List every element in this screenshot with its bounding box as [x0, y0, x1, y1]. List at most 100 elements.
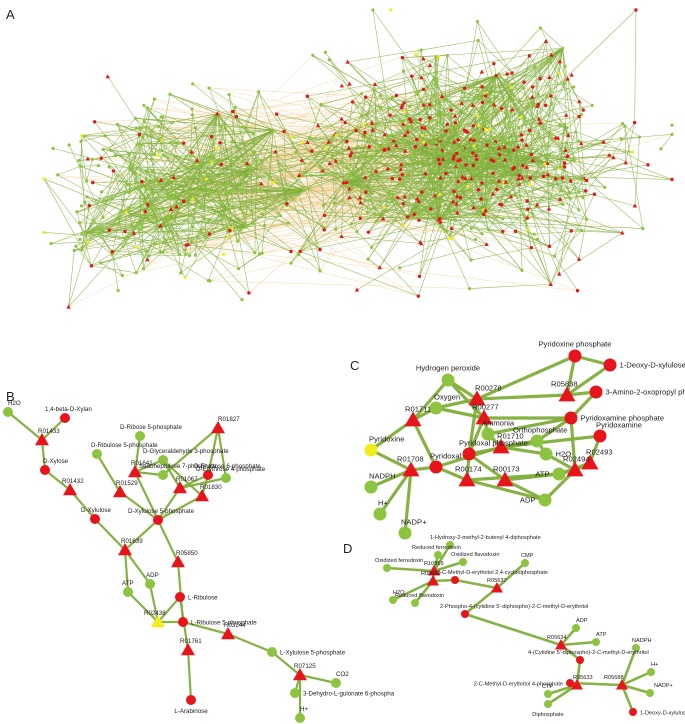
metabolite-node-green [128, 214, 132, 218]
metabolite-node-green [507, 125, 511, 130]
metabolite-node-red [438, 220, 443, 224]
reaction-node [421, 56, 426, 61]
cluster-edge [555, 178, 571, 199]
metabolite-node-green [206, 220, 210, 225]
cluster-edge [360, 202, 404, 226]
metabolite-node-green [380, 144, 384, 149]
metabolite-node-red [494, 73, 498, 78]
metabolite-node-green [209, 190, 213, 194]
cluster-edge [68, 246, 124, 308]
metabolite-node-green [193, 126, 198, 130]
cluster-edge [301, 141, 347, 161]
metabolite-node-green [96, 227, 100, 231]
cluster-edge [347, 49, 422, 63]
metabolite-node-green [484, 117, 488, 121]
metabolite-node-green [99, 227, 104, 231]
cluster-edge [403, 75, 497, 122]
metabolite-node-green [161, 250, 165, 254]
metabolite-node-green [670, 132, 674, 136]
metabolite-node-green [358, 175, 362, 179]
cluster-edge [169, 94, 274, 131]
panel-a-global-network [42, 8, 674, 309]
cluster-edge [85, 232, 255, 254]
metabolite-node-green [178, 252, 182, 257]
reaction-node [454, 201, 459, 206]
cluster-edge [438, 219, 470, 289]
metabolite-node-green [521, 86, 525, 90]
metabolite-node-green [207, 195, 211, 199]
node-label-r05634: R05634 [547, 635, 567, 641]
metabolite-node-green [189, 214, 193, 218]
metabolite-node-red [569, 179, 573, 183]
metabolite-node-red [400, 172, 404, 177]
cluster-edge [483, 214, 528, 219]
cluster-edge [320, 104, 404, 125]
cluster-edge [421, 167, 443, 193]
panel_c-edge [411, 418, 438, 469]
cluster-edge [471, 228, 503, 232]
metabolite-node-green [472, 178, 476, 183]
reaction-node [473, 153, 479, 158]
node-label-e4p: D-Erythrose 4-phosphate [196, 466, 266, 473]
metabolite-node-green [170, 121, 174, 125]
metabolite-node-green [390, 133, 394, 137]
metabolite-node-green [170, 184, 174, 189]
cluster-edge [550, 95, 580, 117]
metabolite-node-green [168, 197, 172, 201]
metabolite-node-green [461, 187, 465, 191]
metabolite-node-red [394, 93, 399, 98]
metabolite-node-e4p [221, 473, 231, 483]
reaction-node [189, 149, 194, 154]
panel_b-nodes [3, 407, 341, 723]
metabolite-node-green [255, 159, 259, 164]
reaction-node [549, 52, 554, 57]
metabolite-node-green [302, 188, 306, 192]
metabolite-node-green [563, 122, 567, 127]
metabolite-node-adp [538, 493, 552, 507]
cluster-edge [155, 180, 211, 193]
metabolite-node-green [564, 141, 568, 145]
cluster-edge [80, 141, 87, 181]
panel-letter-d: D [343, 541, 352, 556]
reaction-node [400, 121, 406, 126]
cluster-edge [343, 182, 390, 194]
metabolite-node-green [260, 251, 264, 255]
metabolite-node-green [414, 155, 418, 160]
metabolite-node-green [259, 158, 263, 163]
metabolite-node-yellow [42, 177, 46, 181]
metabolite-node-lribulose [175, 592, 185, 602]
metabolite-node-red [526, 207, 530, 211]
metabolite-node-atp [592, 638, 600, 646]
cluster-edge [144, 121, 217, 150]
metabolite-node-green [568, 191, 572, 195]
metabolite-node-red [529, 245, 534, 250]
node-label-adp: ADP [576, 618, 588, 624]
cluster-edge [425, 144, 441, 223]
metabolite-node-mep [566, 679, 574, 687]
metabolite-node-green [167, 179, 171, 183]
metabolite-node-green [239, 187, 244, 191]
cluster-edge [137, 113, 218, 223]
reaction-node-r05633 [571, 679, 583, 690]
cluster-edge [104, 200, 146, 212]
cluster-edge [367, 75, 497, 260]
metabolite-node-green [565, 126, 569, 130]
cluster-edge [81, 191, 102, 250]
cluster-edge [104, 135, 130, 155]
cluster-edge [101, 139, 160, 193]
panel_b-edge [156, 518, 180, 564]
metabolite-node-yellow [324, 146, 328, 150]
metabolite-node-green [127, 183, 132, 187]
reaction-node [423, 142, 428, 147]
metabolite-node-green [141, 135, 145, 139]
cluster-edge [603, 141, 649, 166]
metabolite-node-green [194, 188, 198, 192]
node-label-r01432: R01432 [62, 478, 84, 485]
cluster-edge [112, 254, 190, 256]
metabolite-node-green [216, 189, 220, 194]
reaction-node [145, 257, 150, 262]
cluster-edge [124, 231, 163, 253]
cluster-edge [147, 107, 196, 129]
metabolite-node-yellow [450, 236, 454, 241]
metabolite-node-green [171, 195, 175, 199]
